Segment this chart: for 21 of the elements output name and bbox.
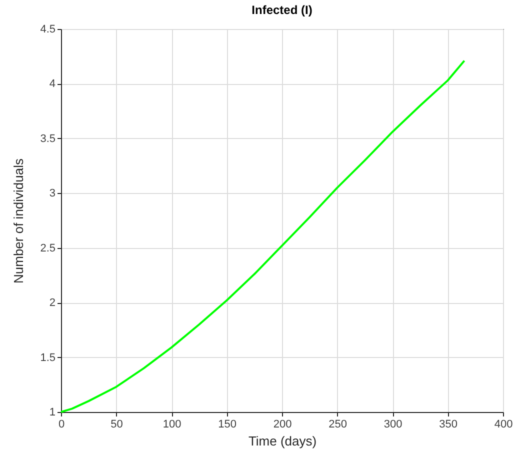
line-series xyxy=(60,60,466,413)
y-axis-title: Number of individuals xyxy=(11,158,26,284)
y-tick-label: 3.5 xyxy=(40,132,56,145)
x-tick-label: 150 xyxy=(218,418,236,430)
y-tick-label: 4 xyxy=(49,78,56,90)
y-tick-label: 1 xyxy=(49,406,56,418)
x-tick-label: 100 xyxy=(162,418,182,430)
y-tick-label: 4.5 xyxy=(40,24,56,36)
x-tick-label: 0 xyxy=(58,418,65,430)
x-tick-label: 350 xyxy=(439,418,458,430)
x-tick-label: 50 xyxy=(110,418,123,430)
x-tick-label: 400 xyxy=(494,418,513,430)
y-tick-label: 1.5 xyxy=(40,352,56,364)
x-tick-label: 300 xyxy=(384,418,402,430)
x-axis-title: Time (days) xyxy=(248,434,317,448)
chart-title: Infected (I) xyxy=(252,3,312,17)
y-tick-label: 2 xyxy=(49,297,56,310)
y-tick-label: 3 xyxy=(49,188,56,200)
x-tick-label: 200 xyxy=(273,418,292,430)
x-tick-label: 250 xyxy=(328,418,347,430)
y-tick-label: 2.5 xyxy=(40,242,56,254)
